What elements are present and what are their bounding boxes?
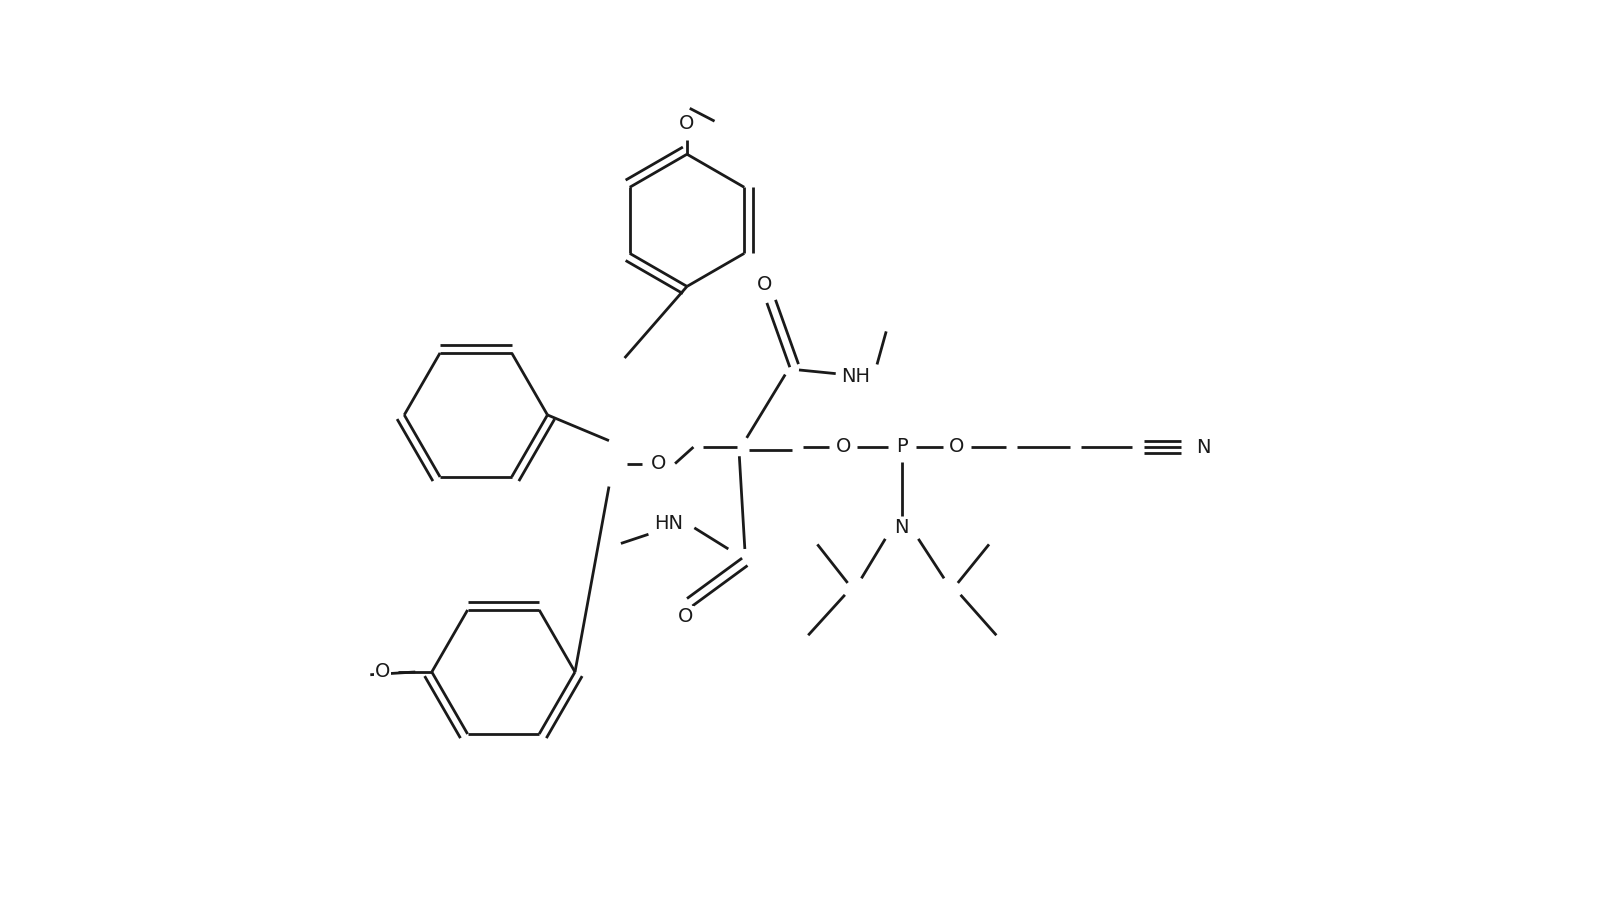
Text: NH: NH [842,367,871,386]
Text: P: P [896,437,908,455]
Text: N: N [895,519,909,537]
Text: O: O [836,437,850,455]
Text: O: O [678,608,694,626]
Text: O: O [757,275,773,294]
Text: O: O [374,663,390,681]
Text: N: N [1195,438,1210,456]
Text: O: O [650,454,666,473]
Text: O: O [679,114,695,132]
Text: O: O [949,437,965,455]
Text: HN: HN [654,514,682,532]
